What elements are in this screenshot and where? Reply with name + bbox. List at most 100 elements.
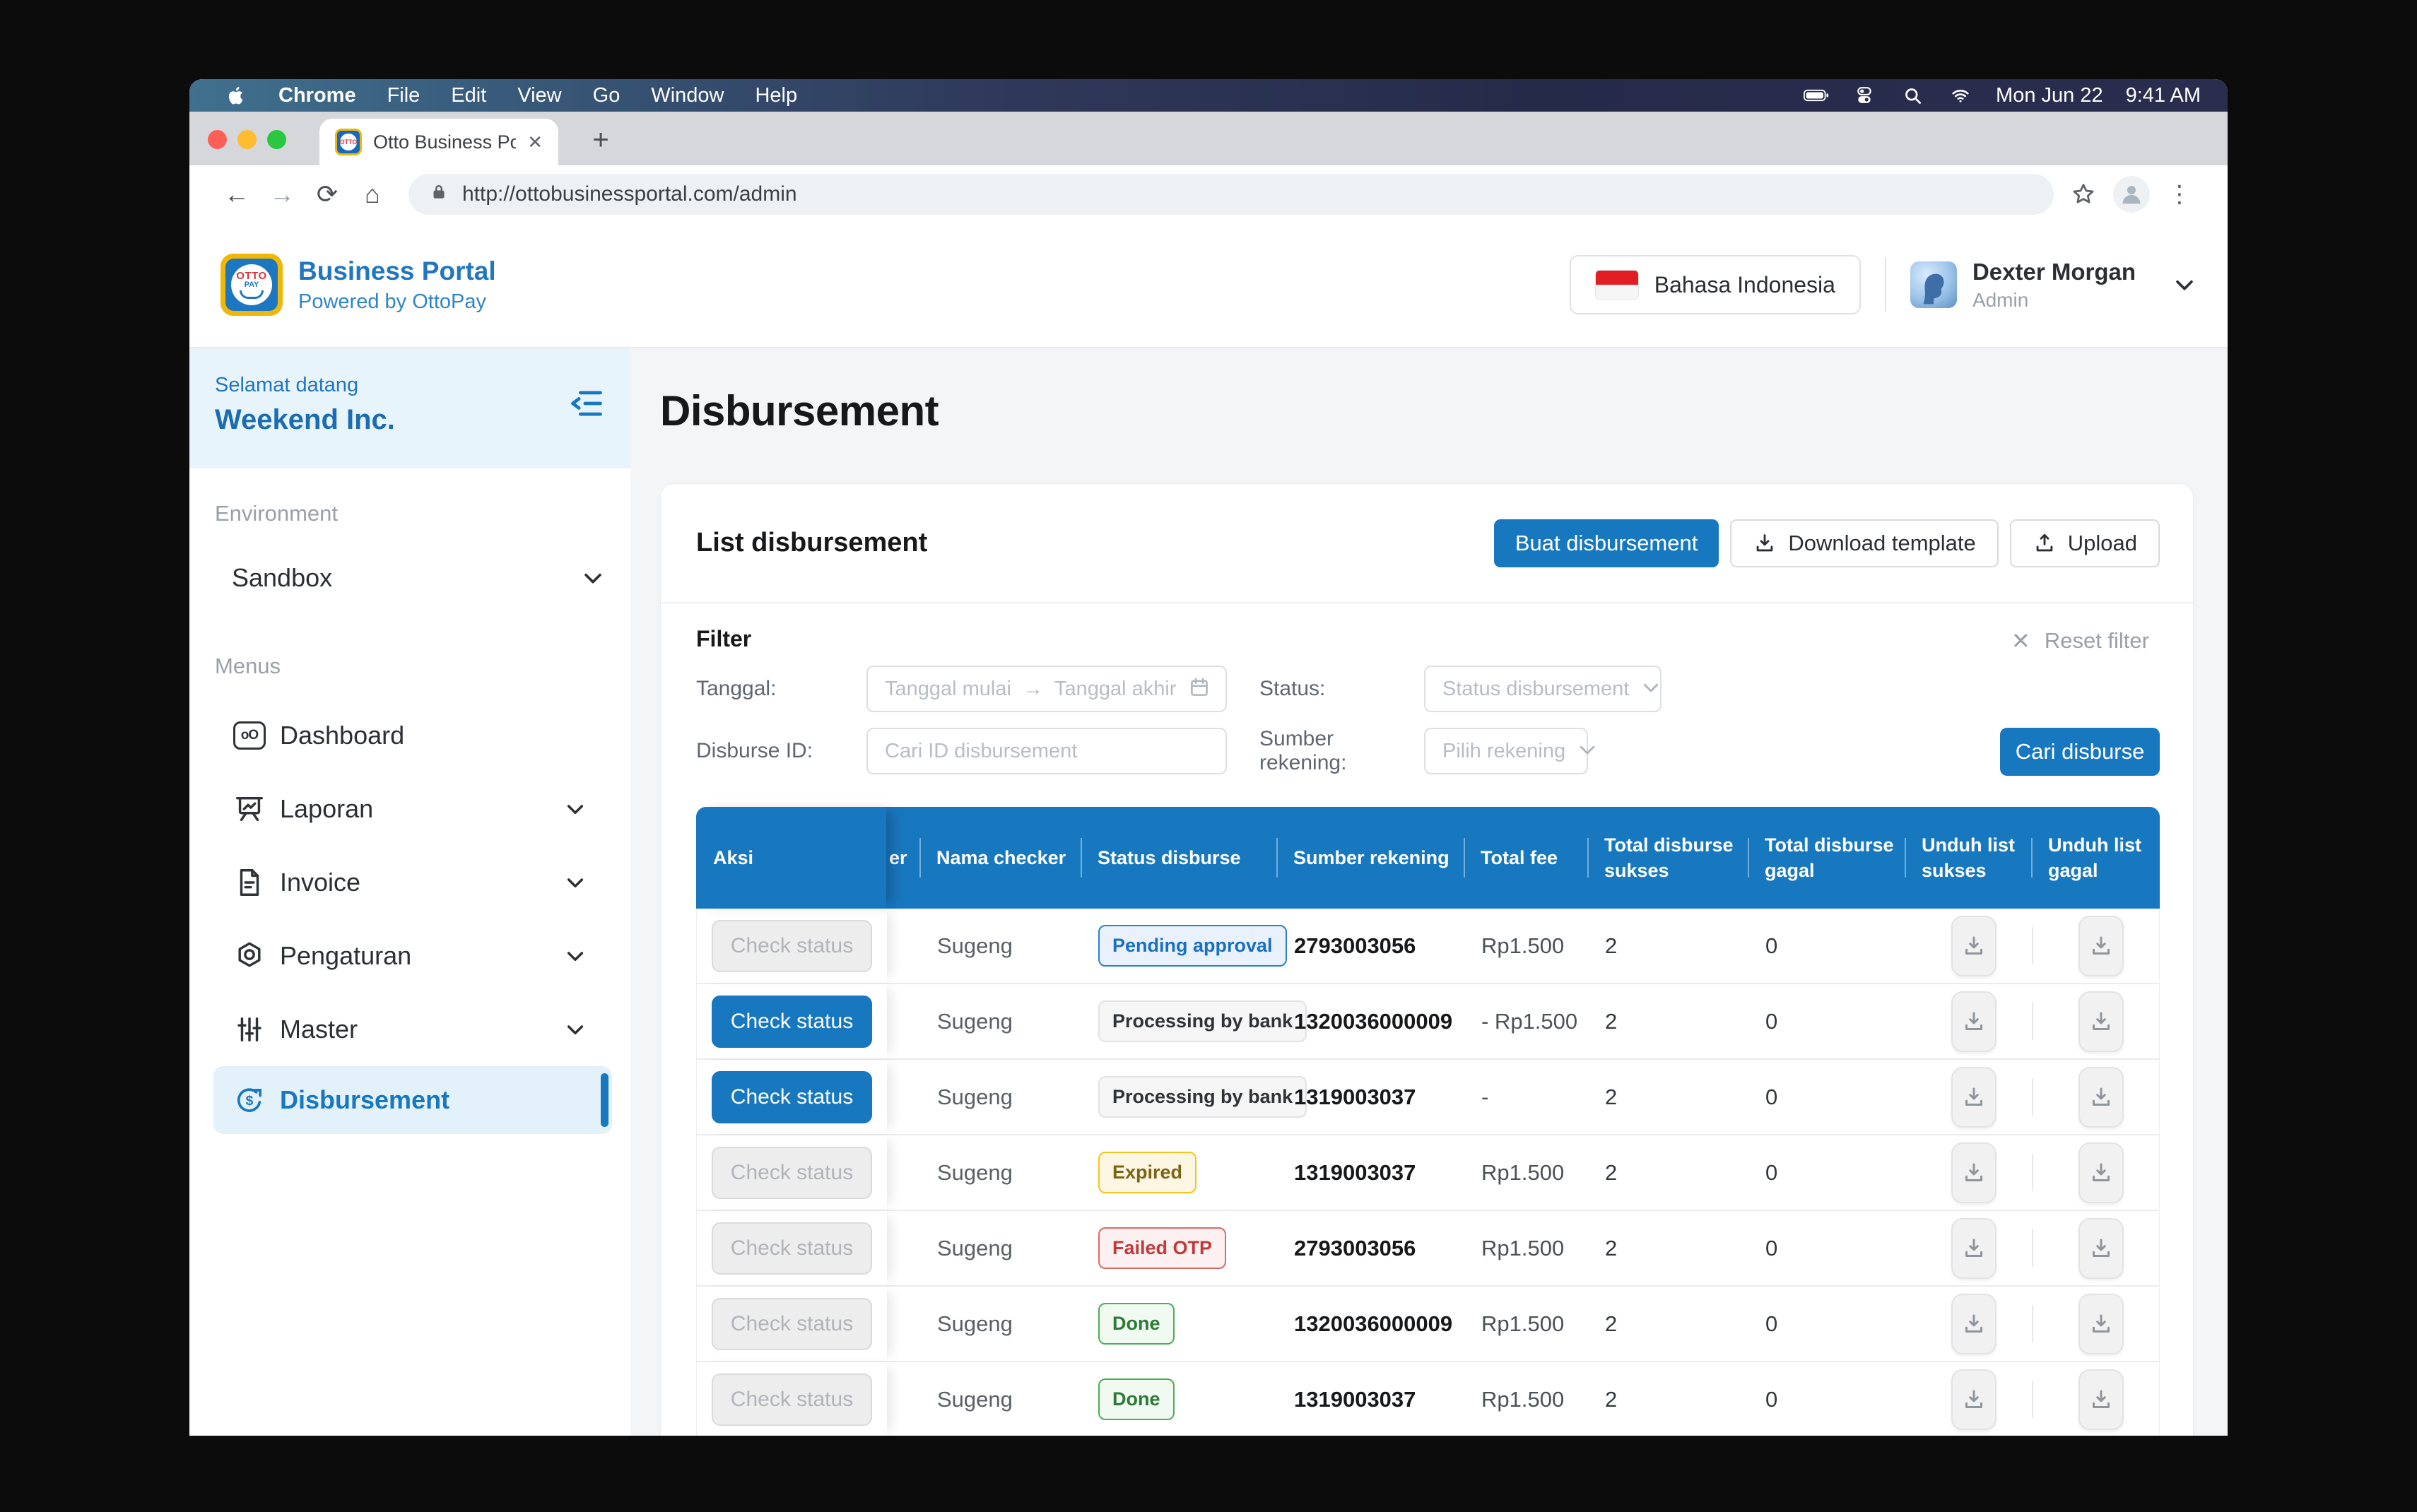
rekening-cell: 2793003056 xyxy=(1294,933,1416,958)
back-icon[interactable]: ← xyxy=(224,179,249,208)
maker-cell-clipped xyxy=(887,909,920,983)
fee-cell: Rp1.500 xyxy=(1481,1311,1565,1336)
download-gagal-button[interactable] xyxy=(2078,1066,2124,1128)
download-sukses-button[interactable] xyxy=(1951,915,1996,976)
address-bar[interactable]: http://ottobusinessportal.com/admin xyxy=(408,173,2054,215)
download-icon xyxy=(1965,936,1982,955)
create-disbursement-button[interactable]: Buat disbursement xyxy=(1493,519,1719,567)
download-icon xyxy=(2093,1163,2110,1181)
sidebar-item-master[interactable]: Master xyxy=(189,993,630,1066)
menu-item-help[interactable]: Help xyxy=(755,83,798,107)
rekening-cell: 1319003037 xyxy=(1294,1386,1416,1412)
download-template-button[interactable]: Download template xyxy=(1730,519,1999,567)
sumber-rekening-select[interactable]: Pilih rekening xyxy=(1424,728,1595,774)
sliders-icon xyxy=(233,1013,266,1046)
filter-title: Filter xyxy=(696,626,752,651)
check-status-button: Check status xyxy=(712,1222,872,1275)
download-gagal-button[interactable] xyxy=(2078,915,2124,976)
disbursement-icon: $ xyxy=(233,1084,266,1116)
environment-value: Sandbox xyxy=(232,563,333,592)
sidebar-item-laporan[interactable]: Laporan xyxy=(189,772,630,846)
filter-section: Filter ✕ Reset filter Tanggal: Tanggal m… xyxy=(661,603,2193,807)
upload-button[interactable]: Upload xyxy=(2009,519,2160,567)
menu-date[interactable]: Mon Jun 22 xyxy=(1996,83,2103,107)
browser-tab[interactable]: OTTO Otto Business Portal ✕ xyxy=(319,119,558,165)
check-status-button[interactable]: Check status xyxy=(712,995,872,1048)
invoice-icon xyxy=(233,866,266,899)
browser-menu-icon[interactable]: ⋮ xyxy=(2168,180,2192,208)
download-sukses-button[interactable] xyxy=(1951,1142,1996,1203)
search-disburse-button[interactable]: Cari disburse xyxy=(2000,728,2160,776)
table-row: Check status Sugeng Pending approval 279… xyxy=(696,909,2160,984)
reset-filter-button[interactable]: ✕ Reset filter xyxy=(2011,628,2149,654)
download-sukses-button[interactable] xyxy=(1951,991,1996,1052)
download-sukses-button[interactable] xyxy=(1951,1369,1996,1430)
check-status-button: Check status xyxy=(712,1297,872,1350)
minimize-window-button[interactable] xyxy=(237,130,257,149)
download-icon xyxy=(1965,1163,1982,1181)
sidebar-item-dashboard[interactable]: oO Dashboard xyxy=(189,699,630,772)
brand: OTTO PAY Business Portal Powered by OttoP… xyxy=(220,254,496,316)
forward-icon[interactable]: → xyxy=(269,179,295,208)
spotlight-search-icon[interactable] xyxy=(1900,85,1925,106)
reload-icon[interactable]: ⟳ xyxy=(316,179,339,208)
checker-cell: Sugeng xyxy=(937,933,1013,958)
environment-select[interactable]: Sandbox xyxy=(232,563,605,593)
sidebar-item-pengaturan[interactable]: Pengaturan xyxy=(189,919,630,993)
wifi-icon[interactable] xyxy=(1948,85,1973,106)
sidebar-collapse-icon[interactable] xyxy=(568,385,605,422)
download-sukses-button[interactable] xyxy=(1951,1217,1996,1279)
sidebar-item-disbursement[interactable]: $ Disbursement xyxy=(213,1066,612,1134)
fee-cell: Rp1.500 xyxy=(1481,933,1565,958)
zoom-window-button[interactable] xyxy=(267,130,286,149)
battery-icon[interactable] xyxy=(1804,85,1829,106)
disbursement-table: Aksi er Nama checker Status disburse Sum… xyxy=(696,807,2160,1436)
language-button[interactable]: Bahasa Indonesia xyxy=(1569,255,1861,314)
close-window-button[interactable] xyxy=(208,130,227,149)
menu-item-edit[interactable]: Edit xyxy=(451,83,487,107)
menu-app-name[interactable]: Chrome xyxy=(278,83,356,107)
chevron-down-icon xyxy=(581,566,605,590)
fee-cell: Rp1.500 xyxy=(1481,1159,1565,1185)
menu-item-file[interactable]: File xyxy=(387,83,421,107)
rekening-cell: 1319003037 xyxy=(1294,1084,1416,1109)
control-center-icon[interactable] xyxy=(1852,85,1877,106)
user-menu[interactable]: Dexter Morgan Admin xyxy=(1910,259,2197,312)
menu-item-go[interactable]: Go xyxy=(592,83,621,107)
bookmark-star-icon[interactable] xyxy=(2066,177,2100,211)
download-sukses-button[interactable] xyxy=(1951,1066,1996,1128)
download-sukses-button[interactable] xyxy=(1951,1293,1996,1354)
gagal-cell: 0 xyxy=(1765,1008,1778,1034)
download-gagal-button[interactable] xyxy=(2078,1217,2124,1279)
fee-cell: - xyxy=(1481,1084,1489,1109)
menu-time[interactable]: 9:41 AM xyxy=(2125,83,2201,107)
download-gagal-button[interactable] xyxy=(2078,1142,2124,1203)
new-tab-button[interactable]: + xyxy=(592,124,609,155)
check-status-button: Check status xyxy=(712,919,872,972)
chevron-down-icon xyxy=(564,945,587,967)
active-indicator xyxy=(601,1073,608,1127)
chevron-down-icon xyxy=(1640,677,1662,702)
home-icon[interactable]: ⌂ xyxy=(365,179,380,208)
menu-item-view[interactable]: View xyxy=(517,83,562,107)
download-gagal-button[interactable] xyxy=(2078,1369,2124,1430)
chevron-down-icon xyxy=(564,798,587,820)
status-badge: Pending approval xyxy=(1098,925,1287,967)
disburse-id-input[interactable] xyxy=(885,739,1208,763)
apple-icon[interactable] xyxy=(226,85,247,106)
sukses-cell: 2 xyxy=(1605,933,1618,958)
sidebar-menu: oO Dashboard Laporan xyxy=(189,699,630,1134)
column-sumber-rekening: Sumber rekening xyxy=(1276,807,1464,909)
download-gagal-button[interactable] xyxy=(2078,991,2124,1052)
check-status-button: Check status xyxy=(712,1373,872,1426)
date-range-input[interactable]: Tanggal mulai → Tanggal akhir xyxy=(866,666,1227,712)
download-gagal-button[interactable] xyxy=(2078,1293,2124,1354)
maker-cell-clipped xyxy=(887,1211,920,1285)
check-status-button[interactable]: Check status xyxy=(712,1070,872,1123)
sidebar: Selamat datang Weekend Inc. Environment … xyxy=(189,348,630,1436)
menu-item-window[interactable]: Window xyxy=(651,83,724,107)
status-select[interactable]: Status disbursement xyxy=(1424,666,1662,712)
sidebar-item-invoice[interactable]: Invoice xyxy=(189,846,630,919)
tab-close-icon[interactable]: ✕ xyxy=(527,131,543,153)
browser-profile-icon[interactable] xyxy=(2113,175,2150,213)
